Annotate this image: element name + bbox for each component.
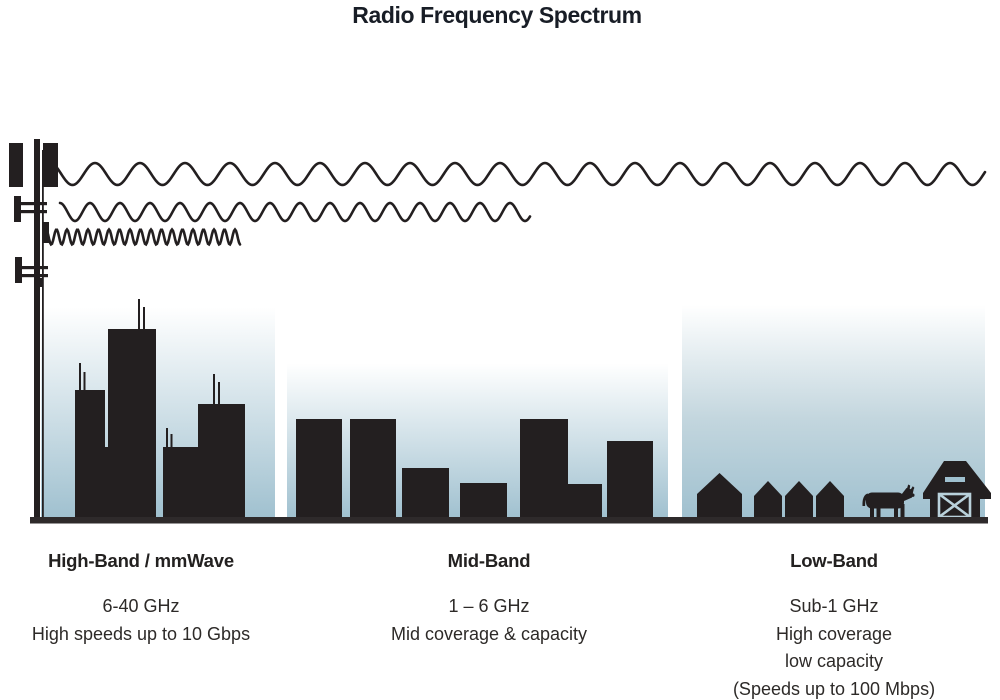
cow-tail [862, 493, 870, 506]
high-band-skyline [75, 299, 245, 520]
radio-waves [44, 161, 987, 247]
mid-band-wave-icon [58, 201, 532, 223]
low-band-description: low capacity [784, 651, 884, 671]
antenna-mast [79, 363, 81, 391]
low-band-heading: Low-Band [790, 550, 878, 571]
building [460, 483, 507, 520]
mid-band-skyline [296, 419, 653, 520]
building [607, 441, 653, 520]
mid-band-description: Mid coverage & capacity [390, 623, 588, 644]
cow-leg [876, 504, 881, 518]
cow-horn [906, 484, 911, 491]
tower-mast [34, 139, 40, 520]
building [520, 419, 568, 520]
mid-band-frequency: 1 – 6 GHz [448, 596, 530, 616]
cow-leg [870, 504, 874, 518]
antenna-panel [15, 257, 22, 283]
low-band-speed-note: (Speeds up to 100 Mbps) [732, 678, 936, 699]
building [163, 447, 198, 520]
high-band-description: High speeds up to 10 Gbps [31, 623, 251, 644]
cow-head [898, 488, 914, 501]
low-band-frequency: Sub-1 GHz [789, 596, 879, 616]
high-band-frequency: 6-40 GHz [102, 596, 180, 616]
low-band-scene [697, 461, 991, 520]
antenna-mast [83, 372, 86, 391]
cow-leg [894, 504, 898, 518]
high-band-heading: High-Band / mmWave [48, 550, 234, 571]
cell-tower-icon [9, 139, 58, 520]
high-band-wave-icon [44, 227, 242, 247]
page-title: Radio Frequency Spectrum [352, 2, 642, 28]
low-band-wave-icon [48, 161, 987, 187]
antenna-panel [14, 196, 21, 222]
antenna-stub [36, 278, 43, 287]
skyscraper [75, 390, 105, 520]
house-icon [785, 481, 813, 520]
ground-line [30, 517, 988, 524]
skyscraper [198, 404, 245, 520]
low-band-label: Low-Band Sub-1 GHz High coverage low cap… [714, 550, 954, 700]
house-icon [754, 481, 782, 520]
antenna-mast [138, 299, 140, 330]
building [568, 484, 602, 520]
antenna-mast [218, 382, 220, 405]
building [296, 419, 342, 520]
cow-muzzle [909, 493, 915, 497]
antenna-mast [143, 307, 145, 330]
antenna-mast [170, 434, 173, 448]
building [350, 419, 396, 520]
mid-band-heading: Mid-Band [447, 550, 531, 571]
cow-leg [900, 504, 905, 518]
building [402, 468, 449, 520]
antenna-panel [43, 143, 58, 187]
barn-icon [923, 461, 991, 519]
antenna-panel [9, 143, 23, 187]
mid-band-label: Mid-Band 1 – 6 GHz Mid coverage & capaci… [369, 550, 609, 648]
tower-crossbar [17, 210, 47, 214]
cow-icon [862, 484, 915, 518]
building [103, 447, 111, 520]
tower-crossbar [17, 202, 47, 206]
tower-crossbar [18, 274, 48, 278]
antenna-mast [213, 374, 215, 405]
tower-mast-thin [42, 150, 44, 520]
cow-horn [910, 486, 915, 492]
antenna-panel [42, 222, 49, 243]
high-band-label: High-Band / mmWave 6-40 GHz High speeds … [21, 550, 261, 648]
antenna-mast [166, 428, 168, 448]
tower-crossbar [18, 266, 48, 270]
low-band-description: High coverage [775, 623, 893, 644]
house-icon [697, 473, 742, 520]
barn-door-cross [938, 492, 971, 519]
skyscraper [108, 329, 156, 520]
house-icon [816, 481, 844, 520]
barn-loft-window [945, 477, 965, 482]
spectrum-illustration [9, 139, 991, 524]
